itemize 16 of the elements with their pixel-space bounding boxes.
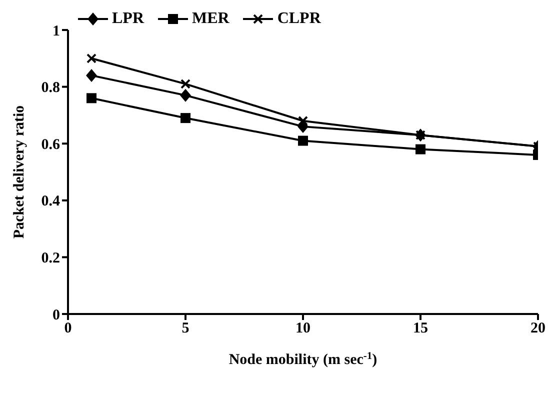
y-axis-title: Packet delivery ratio (11, 105, 28, 239)
x-tick-label: 5 (182, 320, 190, 337)
y-tick-label: 0.4 (41, 194, 60, 210)
x-tick-label: 0 (64, 320, 72, 337)
y-tick-label: 0.2 (41, 250, 60, 267)
y-tick-label: 0.6 (41, 136, 60, 153)
legend-label: CLPR (277, 10, 321, 28)
x-tick-label: 10 (296, 320, 310, 337)
x-tick-label: 20 (530, 320, 546, 337)
y-tick-label: 0 (52, 307, 60, 324)
y-tick-label: 1 (52, 23, 60, 40)
x-tick-label: 15 (413, 320, 428, 337)
legend-label: MER (192, 10, 230, 28)
y-tick-label: 0.8 (41, 80, 60, 96)
legend-label: LPR (112, 10, 144, 28)
x-axis-title: Node mobility (m sec$^{-1}$) (228, 350, 378, 368)
